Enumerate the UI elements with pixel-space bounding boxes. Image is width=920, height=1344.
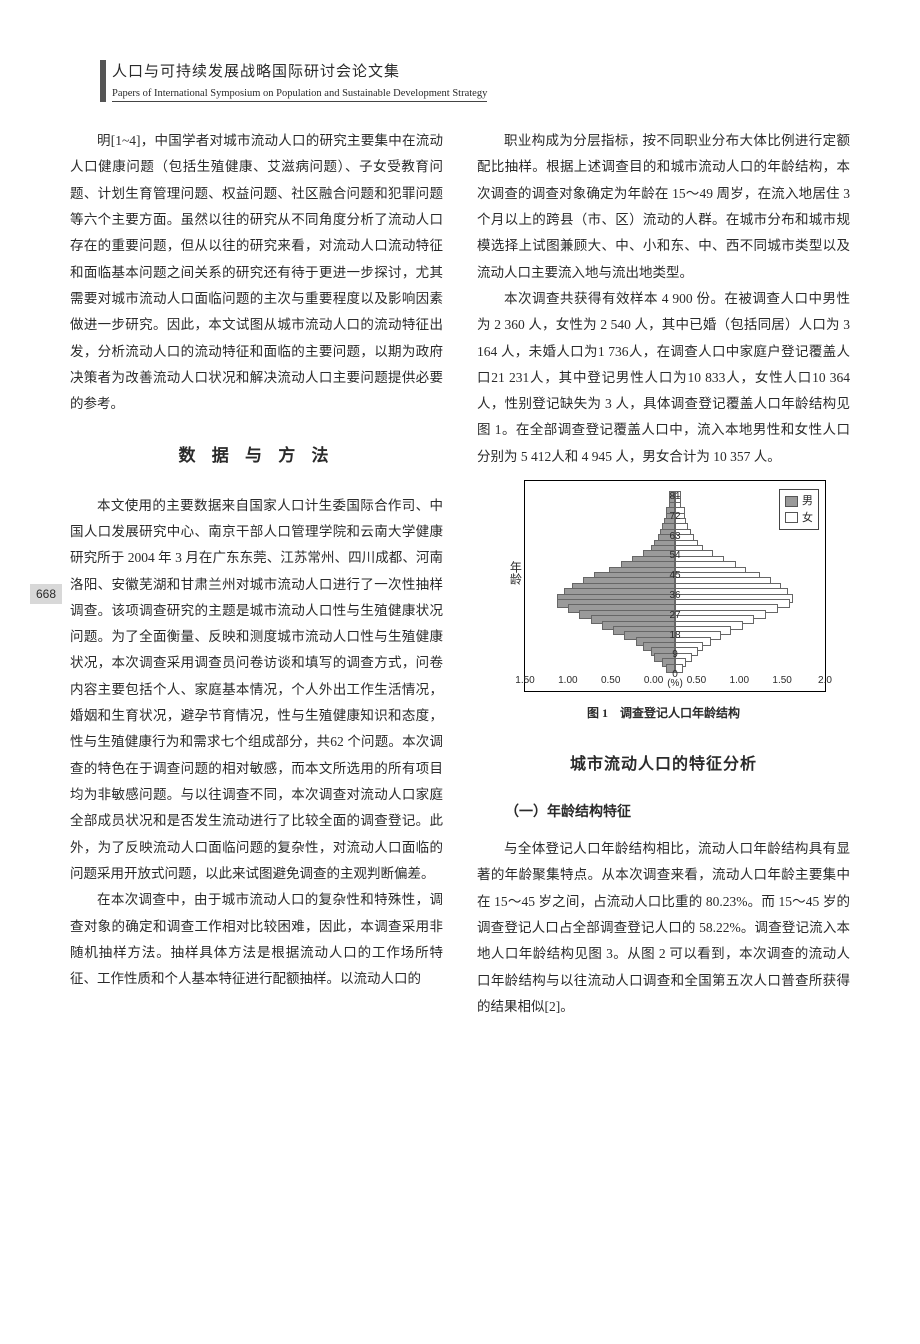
bars-area: 817263544536271890 — [525, 491, 825, 669]
pyramid-chart: 年龄 男 女 817263544536271890 (%) — [524, 480, 826, 692]
x-tick-label: 0.00 — [644, 671, 663, 691]
age-tick-label: 54 — [669, 546, 680, 566]
figure-1: 年龄 男 女 817263544536271890 (%) — [496, 480, 831, 725]
page: 668 人口与可持续发展战略国际研讨会论文集 Papers of Interna… — [0, 0, 920, 1080]
age-tick-label: 9 — [672, 645, 678, 665]
x-tick-label: 2.0 — [818, 671, 832, 691]
paragraph: 本文使用的主要数据来自国家人口计生委国际合作司、中国人口发展研究中心、南京干部人… — [70, 493, 443, 888]
age-tick-label: 0 — [672, 665, 678, 685]
section-heading: 数 据 与 方 法 — [70, 439, 443, 472]
x-tick-label: 1.50 — [515, 671, 534, 691]
subsection-heading: （一）年龄结构特征 — [477, 799, 850, 826]
age-tick-label: 72 — [669, 507, 680, 527]
y-axis-label: 年龄 — [503, 561, 526, 585]
paragraph: 职业构成为分层指标，按不同职业分布大体比例进行定额配比抽样。根据上述调查目的和城… — [477, 128, 850, 286]
age-tick-label: 36 — [669, 586, 680, 606]
left-column: 明[1~4]，中国学者对城市流动人口的研究主要集中在流动人口健康问题（包括生殖健… — [70, 128, 443, 1020]
page-number: 668 — [30, 584, 62, 604]
header-title-en: Papers of International Symposium on Pop… — [112, 88, 487, 102]
x-tick-label: 0.50 — [687, 671, 706, 691]
two-column-layout: 明[1~4]，中国学者对城市流动人口的研究主要集中在流动人口健康问题（包括生殖健… — [70, 128, 850, 1020]
header: 人口与可持续发展战略国际研讨会论文集 Papers of Internation… — [100, 60, 850, 102]
x-tick-label: 1.50 — [772, 671, 791, 691]
paragraph: 本次调查共获得有效样本 4 900 份。在被调查人口中男性为 2 360 人，女… — [477, 286, 850, 470]
header-title-cn: 人口与可持续发展战略国际研讨会论文集 — [112, 60, 850, 81]
x-tick-label: 0.50 — [601, 671, 620, 691]
section-heading: 城市流动人口的特征分析 — [477, 749, 850, 780]
figure-caption: 图 1 调查登记人口年龄结构 — [496, 702, 831, 725]
right-column: 职业构成为分层指标，按不同职业分布大体比例进行定额配比抽样。根据上述调查目的和城… — [477, 128, 850, 1020]
x-tick-label: 1.00 — [730, 671, 749, 691]
age-tick-label: 81 — [669, 487, 680, 507]
paragraph: 在本次调查中，由于城市流动人口的复杂性和特殊性，调查对象的确定和调查工作相对比较… — [70, 887, 443, 992]
x-tick-label: 1.00 — [558, 671, 577, 691]
age-tick-label: 18 — [669, 626, 680, 646]
age-tick-label: 63 — [669, 527, 680, 547]
paragraph: 明[1~4]，中国学者对城市流动人口的研究主要集中在流动人口健康问题（包括生殖健… — [70, 128, 443, 417]
age-tick-label: 45 — [669, 566, 680, 586]
paragraph: 与全体登记人口年龄结构相比，流动人口年龄结构具有显著的年龄聚集特点。从本次调查来… — [477, 836, 850, 1020]
age-tick-label: 27 — [669, 606, 680, 626]
